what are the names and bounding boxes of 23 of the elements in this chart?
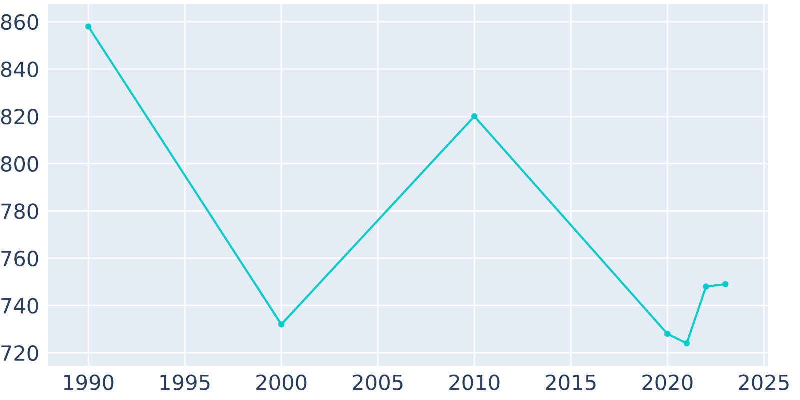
y-tick-label: 840 <box>1 62 38 78</box>
point <box>722 281 729 288</box>
y-tick-label: 760 <box>2 250 38 267</box>
y-tick-label: 820 <box>1 109 38 125</box>
point <box>278 321 285 328</box>
x-tick-label: 2000 <box>256 374 307 390</box>
point <box>703 284 710 290</box>
point <box>471 113 478 120</box>
y-tick-label: 860 <box>1 14 38 30</box>
point <box>684 340 690 347</box>
y-tick-label: 800 <box>1 156 38 172</box>
x-tick-label: 1990 <box>64 374 114 390</box>
y-tick-label: 720 <box>2 345 38 362</box>
x-tick-label: 2025 <box>739 374 789 390</box>
y-tick-label: 780 <box>2 204 38 220</box>
point <box>664 330 671 338</box>
x-tick-label: 2020 <box>642 374 693 390</box>
x-tick-label: 1995 <box>160 374 210 390</box>
x-tick-label: 2010 <box>450 374 500 390</box>
point <box>85 24 92 30</box>
x-tick-label: 2005 <box>353 374 403 390</box>
y-tick-label: 740 <box>2 298 38 314</box>
x-tick-label: 2015 <box>546 374 596 390</box>
